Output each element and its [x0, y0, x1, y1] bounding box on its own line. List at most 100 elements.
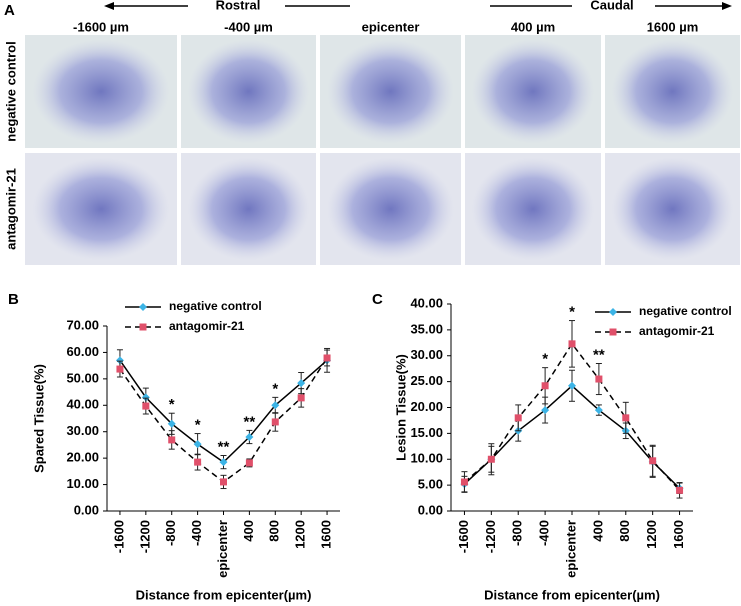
- x-tick-label: -1600: [456, 520, 471, 553]
- tissue-section: [187, 157, 310, 261]
- data-point: [142, 402, 150, 410]
- tissue-section: [187, 39, 310, 144]
- column-label: epicenter: [362, 19, 420, 34]
- legend-marker: [609, 328, 617, 336]
- data-point: [220, 478, 227, 486]
- y-tick-label: 10.00: [66, 476, 99, 491]
- data-point: [271, 418, 279, 426]
- tissue-section: [327, 157, 454, 261]
- x-tick-label: 1600: [318, 520, 333, 549]
- data-point: [297, 379, 306, 388]
- column-label: -1600 µm: [73, 19, 129, 34]
- data-point: [115, 356, 124, 365]
- x-tick-label: -400: [537, 520, 552, 546]
- y-axis-label: Lesion Tissue(%): [393, 354, 408, 461]
- y-tick-label: 5.00: [418, 477, 443, 492]
- data-point: [568, 381, 576, 390]
- data-point: [594, 406, 603, 415]
- panel-label: B: [8, 291, 19, 308]
- y-tick-label: 50.00: [66, 370, 99, 385]
- x-tick-label: epicenter: [563, 520, 578, 578]
- y-tick-label: 60.00: [66, 344, 99, 359]
- tissue-section: [611, 157, 734, 261]
- x-tick-label: -1600: [111, 520, 126, 553]
- panel-label: A: [4, 2, 15, 19]
- x-tick-label: 800: [267, 520, 282, 542]
- x-tick-label: -1200: [137, 520, 152, 553]
- y-tick-label: 0.00: [74, 502, 99, 517]
- x-tick-label: -800: [163, 520, 178, 546]
- y-tick-label: 35.00: [410, 321, 443, 336]
- row-label: negative control: [3, 41, 18, 141]
- significance-mark: **: [218, 438, 230, 455]
- data-point: [245, 459, 253, 467]
- data-point: [541, 406, 550, 415]
- legend-label: antagomir-21: [169, 319, 245, 333]
- panel-label: C: [372, 291, 383, 308]
- x-tick-label: -800: [510, 520, 525, 546]
- data-point: [568, 340, 576, 348]
- significance-mark: *: [169, 396, 175, 413]
- legend-label: antagomir-21: [639, 324, 715, 338]
- column-label: 400 µm: [511, 19, 555, 34]
- legend-marker: [609, 308, 617, 316]
- tissue-section: [32, 39, 170, 144]
- tissue-section: [471, 39, 595, 144]
- legend-label: negative control: [169, 299, 262, 313]
- data-point: [193, 440, 202, 449]
- x-axis-label: Distance from epicenter(µm): [136, 587, 312, 602]
- legend-marker: [139, 303, 147, 311]
- tissue-section: [32, 157, 170, 261]
- tissue-section: [471, 157, 595, 261]
- data-point: [219, 458, 228, 467]
- y-tick-label: 40.00: [66, 397, 99, 412]
- y-tick-label: 0.00: [418, 502, 443, 517]
- significance-mark: **: [244, 413, 256, 430]
- legend-label: negative control: [639, 304, 732, 318]
- data-point: [297, 394, 305, 402]
- arrow-head: [722, 2, 732, 10]
- column-label: -400 µm: [224, 19, 273, 34]
- data-point: [541, 382, 549, 390]
- column-label: 1600 µm: [647, 19, 699, 34]
- x-tick-label: 400: [241, 520, 256, 542]
- tissue-section: [327, 39, 454, 144]
- data-point: [194, 458, 202, 466]
- y-tick-label: 30.00: [66, 423, 99, 438]
- data-point: [168, 436, 176, 444]
- x-tick-label: 1200: [644, 520, 659, 549]
- data-point: [245, 433, 254, 441]
- data-point: [487, 455, 495, 463]
- significance-mark: **: [593, 346, 605, 363]
- significance-mark: *: [195, 417, 201, 434]
- y-tick-label: 10.00: [410, 451, 443, 466]
- y-tick-label: 20.00: [66, 450, 99, 465]
- data-point: [271, 401, 280, 410]
- data-point: [649, 457, 657, 465]
- x-tick-label: 1600: [671, 520, 686, 549]
- data-point: [141, 393, 150, 402]
- data-point: [514, 414, 522, 422]
- series-line: [463, 342, 681, 491]
- y-tick-label: 20.00: [410, 399, 443, 414]
- y-tick-label: 15.00: [410, 425, 443, 440]
- data-point: [323, 354, 331, 362]
- data-point: [167, 419, 176, 428]
- x-tick-label: epicenter: [215, 520, 230, 578]
- significance-mark: *: [272, 380, 278, 397]
- x-tick-label: -1200: [483, 520, 498, 553]
- significance-mark: *: [542, 351, 548, 368]
- y-tick-label: 40.00: [410, 295, 443, 310]
- legend-marker: [139, 323, 147, 331]
- y-tick-label: 70.00: [66, 317, 99, 332]
- x-axis-label: Distance from epicenter(µm): [484, 587, 660, 602]
- y-tick-label: 25.00: [410, 373, 443, 388]
- x-tick-label: -400: [189, 520, 204, 546]
- data-point: [676, 486, 684, 494]
- x-tick-label: 1200: [293, 520, 308, 549]
- data-point: [460, 478, 468, 486]
- tissue-section: [611, 39, 734, 144]
- x-tick-label: 400: [590, 520, 605, 542]
- rostral-label: Rostral: [216, 0, 261, 12]
